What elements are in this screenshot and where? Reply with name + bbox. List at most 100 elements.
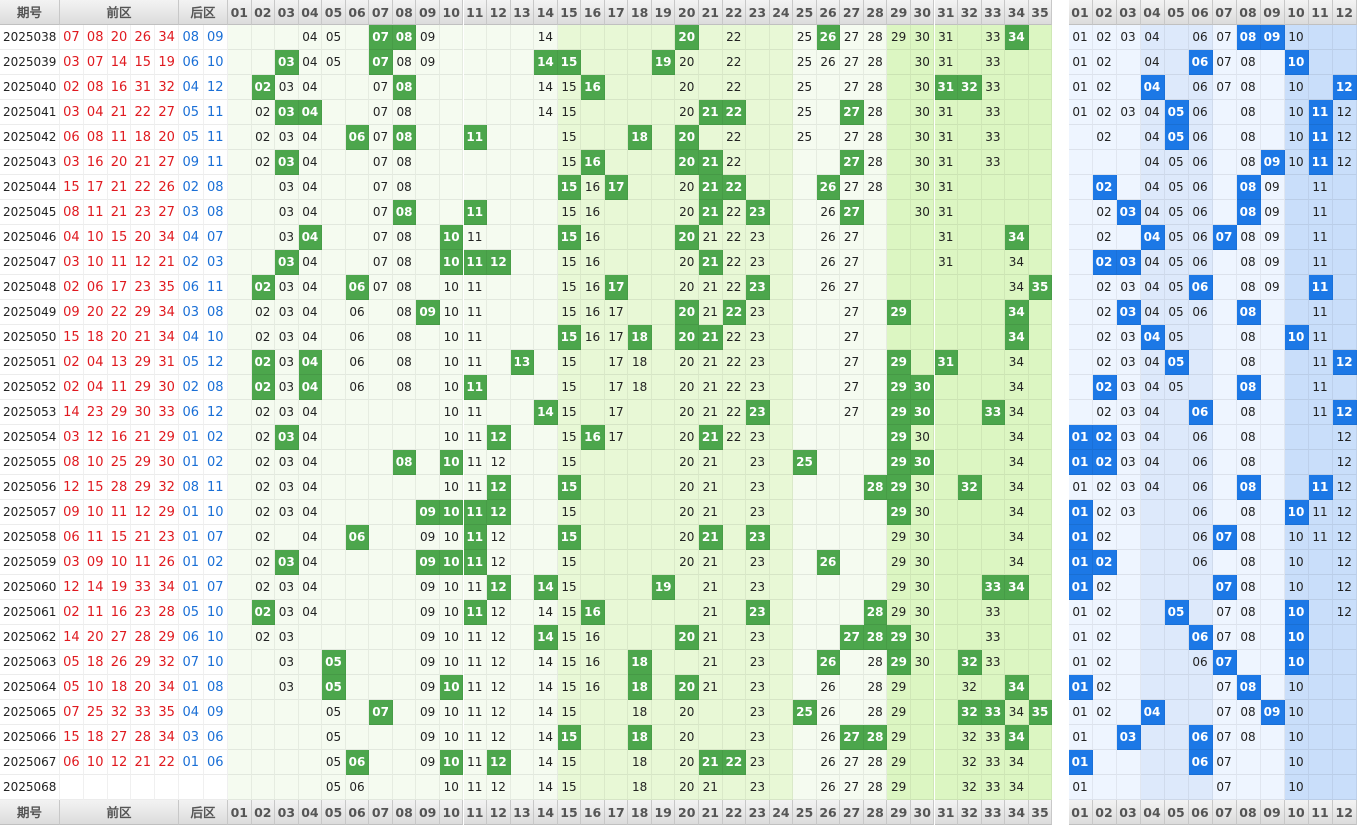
back-hit-cell: 03 [1116,725,1141,750]
front-grid-cell [345,475,370,500]
front-grid-cell: 07 [369,175,393,200]
front-grid-cell: 27 [840,325,864,350]
front-grid-cell: 17 [604,325,629,350]
front-grid-cell [722,525,747,550]
front-grid-cell [628,525,652,550]
front-grid-cell: 15 [557,775,582,800]
front-grid-cell [840,700,864,725]
front-grid-cell [463,25,488,50]
front-grid-cell: 14 [534,25,558,50]
back-grid-cell: 02 [1092,400,1117,425]
front-grid-cell: 18 [628,775,652,800]
back-grid-cell: 12 [1332,150,1357,175]
front-hit-cell: 22 [722,300,747,325]
front-grid-cell: 23 [746,325,770,350]
front-grid-cell: 26 [816,200,841,225]
back-number: 11 [203,275,228,300]
front-hit-cell: 04 [298,375,323,400]
front-grid-cell [1028,325,1053,350]
front-number: 13 [107,350,132,375]
front-grid-cell [651,600,676,625]
front-hit-cell: 35 [1028,700,1053,725]
front-hit-cell: 05 [322,650,346,675]
back-hit-cell: 10 [1284,600,1309,625]
front-grid-cell: 09 [416,525,440,550]
front-number: 11 [83,525,108,550]
front-grid-cell [510,125,535,150]
front-hit-cell: 04 [298,350,323,375]
front-grid-cell: 03 [275,400,299,425]
front-col-header-footer: 01 [228,800,252,825]
back-hit-cell: 07 [1212,575,1237,600]
front-grid-cell: 04 [298,50,323,75]
front-grid-cell [651,125,676,150]
front-grid-cell [322,100,346,125]
front-grid-cell [369,625,393,650]
front-grid-cell [1028,600,1053,625]
back-number: 10 [203,325,228,350]
back-grid-cell: 04 [1140,300,1165,325]
front-grid-cell [228,475,252,500]
front-grid-cell: 22 [722,75,747,100]
back-grid-cell: 10 [1284,675,1309,700]
front-grid-cell: 08 [392,100,417,125]
front-grid-cell [816,575,841,600]
front-grid-cell: 29 [887,750,911,775]
front-grid-cell [581,525,605,550]
back-grid-cell [1260,650,1285,675]
front-hit-cell: 28 [863,475,888,500]
front-grid-cell [934,600,959,625]
front-grid-cell: 16 [581,325,605,350]
front-number: 08 [83,125,108,150]
back-grid-cell: 09 [1260,225,1285,250]
front-number [83,775,108,800]
back-grid-cell: 02 [1092,275,1117,300]
back-grid-cell [1140,775,1165,800]
front-hit-cell: 11 [463,250,488,275]
back-grid-cell: 11 [1308,200,1333,225]
back-grid-cell [1164,25,1189,50]
front-number: 29 [155,625,179,650]
front-number: 10 [83,450,108,475]
front-number: 29 [155,425,179,450]
back-grid-cell: 11 [1308,525,1333,550]
front-hit-cell: 21 [699,525,723,550]
front-grid-cell [416,275,440,300]
front-grid-cell: 29 [887,775,911,800]
front-hit-cell: 12 [487,475,511,500]
front-grid-cell: 03 [275,125,299,150]
back-grid-cell [1212,500,1237,525]
front-grid-cell [345,625,370,650]
front-grid-cell [534,200,558,225]
period-cell: 2025043 [0,150,60,175]
front-grid-cell [651,425,676,450]
front-grid-cell [416,200,440,225]
front-grid-cell: 26 [816,725,841,750]
front-grid-cell [322,500,346,525]
back-grid-cell [1308,575,1333,600]
front-number: 15 [60,725,84,750]
front-col-header-footer: 02 [251,800,276,825]
front-hit-cell: 27 [840,150,864,175]
back-grid-cell: 05 [1164,225,1189,250]
front-grid-cell [416,775,440,800]
front-grid-cell [463,100,488,125]
front-number [107,775,132,800]
front-grid-cell [769,725,794,750]
front-grid-cell [510,650,535,675]
front-grid-cell: 31 [934,250,959,275]
front-grid-cell: 27 [840,375,864,400]
front-hit-cell: 20 [675,25,699,50]
front-hit-cell: 33 [981,575,1006,600]
back-grid-cell: 02 [1092,125,1117,150]
front-grid-cell [581,475,605,500]
front-grid-cell [604,725,629,750]
front-number: 21 [107,200,132,225]
front-hit-cell: 03 [275,425,299,450]
front-grid-cell [1028,625,1053,650]
back-hit-cell: 12 [1332,75,1357,100]
front-col-header-footer: 31 [934,800,959,825]
front-grid-cell [581,500,605,525]
back-grid-cell: 04 [1140,400,1165,425]
front-grid-cell: 11 [463,400,488,425]
